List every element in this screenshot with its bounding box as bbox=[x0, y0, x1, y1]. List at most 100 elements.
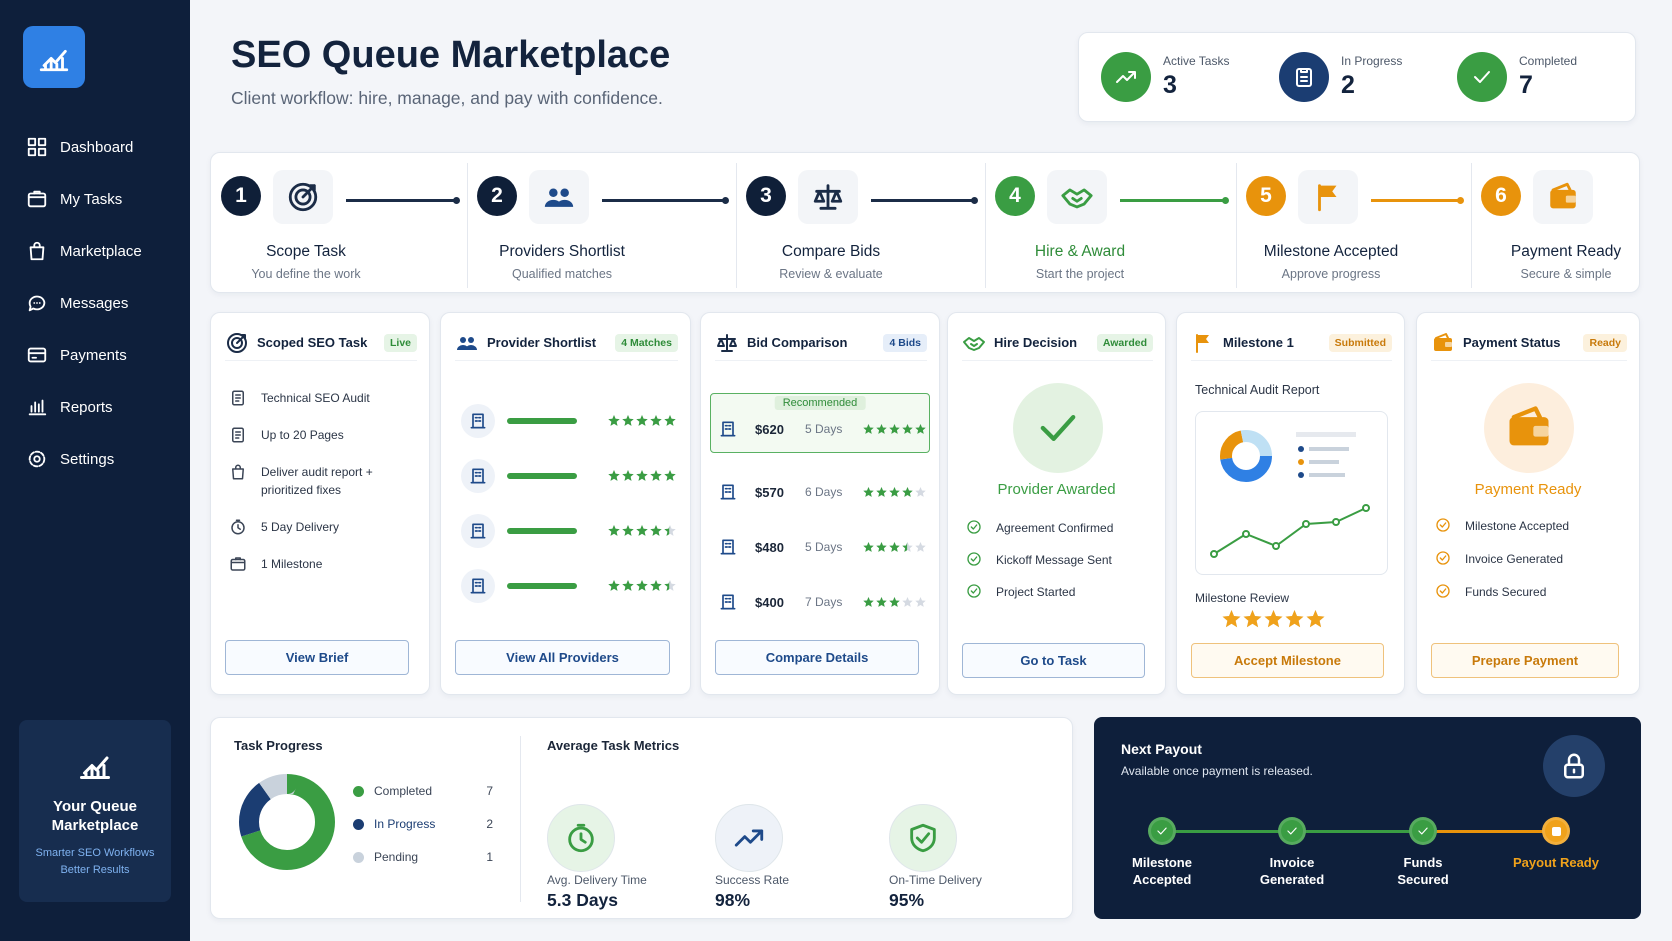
step-number: 3 bbox=[746, 176, 786, 216]
rating-stars bbox=[1222, 610, 1325, 628]
payout-title: Next Payout bbox=[1121, 741, 1202, 757]
bid-days: 5 Days bbox=[805, 422, 843, 436]
provider-bar bbox=[507, 473, 577, 479]
divider bbox=[520, 736, 521, 902]
status-item-text: Invoice Generated bbox=[1465, 552, 1564, 566]
payout-step-label: Invoice Generated bbox=[1259, 855, 1325, 887]
status-badge bbox=[1484, 383, 1574, 473]
icon-box bbox=[230, 557, 246, 571]
progress-panel: Task Progress Completed 7 In Progress 2 Pendi… bbox=[210, 717, 1073, 919]
rating-stars bbox=[608, 470, 676, 481]
step: 2 Providers Shortlist Qualified matches bbox=[467, 153, 736, 294]
rating-stars bbox=[608, 415, 676, 426]
nav-item[interactable]: Marketplace bbox=[26, 235, 142, 267]
badge: Submitted bbox=[1328, 333, 1392, 352]
step-divider bbox=[1471, 163, 1472, 288]
status-text: Payment Ready bbox=[1474, 481, 1582, 498]
nav-item[interactable]: My Tasks bbox=[26, 183, 122, 215]
card-header: Milestone 1 Submitted bbox=[1191, 331, 1392, 361]
rating-fill bbox=[863, 541, 908, 552]
payout-panel: Next Payout Available once payment is rel… bbox=[1094, 717, 1641, 919]
bidder-icon bbox=[711, 412, 745, 446]
card-button[interactable]: Prepare Payment bbox=[1431, 643, 1619, 678]
provider-avatar bbox=[461, 459, 495, 493]
step-divider bbox=[1236, 163, 1237, 288]
step-connector bbox=[1120, 197, 1229, 204]
nav-label: My Tasks bbox=[60, 190, 123, 208]
recommended-tag: Recommended bbox=[774, 396, 866, 410]
nav-item[interactable]: Settings bbox=[26, 443, 114, 475]
stat-label: In Progress bbox=[1341, 54, 1403, 68]
card-shortlist: Provider Shortlist 4 Matches View All Prov… bbox=[440, 312, 691, 695]
rating-fill bbox=[608, 470, 676, 481]
card-button[interactable]: Go to Task bbox=[962, 643, 1145, 678]
nav-item[interactable]: Dashboard bbox=[26, 131, 133, 163]
task-item-text: 5 Day Delivery bbox=[261, 520, 340, 534]
icon-tick bbox=[1040, 415, 1075, 441]
nav-label: Messages bbox=[60, 294, 129, 312]
stat-icon bbox=[1279, 52, 1329, 102]
workflow-steps: 1 Scope Task You define the work 2 Providers… bbox=[210, 152, 1640, 293]
icon-box bbox=[27, 190, 47, 208]
nav-item[interactable]: Reports bbox=[26, 391, 113, 423]
nav-item[interactable]: Payments bbox=[26, 339, 127, 371]
bid-days: 6 Days bbox=[805, 485, 843, 499]
report-graphic bbox=[1210, 430, 1370, 558]
step-icon bbox=[1533, 170, 1593, 224]
payout-dot bbox=[1542, 817, 1570, 845]
card-button[interactable]: View All Providers bbox=[455, 640, 670, 675]
progress-title: Task Progress bbox=[234, 738, 323, 753]
step-icon bbox=[1298, 170, 1358, 224]
legend-value: 2 bbox=[486, 817, 493, 831]
icon-wallet bbox=[1509, 406, 1549, 446]
deliverable: Technical Audit Report bbox=[1195, 383, 1320, 397]
icon-card bbox=[27, 347, 47, 363]
task-item: 1 Milestone bbox=[229, 555, 413, 573]
step-connector bbox=[346, 197, 460, 204]
step-divider bbox=[985, 163, 986, 288]
card-payment: Payment Status Ready Payment Ready Mileston… bbox=[1416, 312, 1640, 695]
legend-label: In Progress bbox=[374, 817, 436, 831]
icon-check bbox=[1436, 551, 1450, 565]
step-title: Payment Ready bbox=[1510, 243, 1622, 260]
card-button[interactable]: Accept Milestone bbox=[1191, 643, 1384, 678]
card-title: Bid Comparison bbox=[747, 335, 848, 350]
nav-item[interactable]: Messages bbox=[26, 287, 128, 319]
recommended-box: Recommended bbox=[710, 393, 930, 453]
lock-icon bbox=[1543, 735, 1605, 797]
legend-item: In Progress 2 bbox=[353, 817, 493, 831]
task-item: 5 Day Delivery bbox=[229, 518, 413, 536]
metric-label: Avg. Delivery Time bbox=[547, 873, 647, 887]
task-item-text: Up to 20 Pages bbox=[261, 428, 344, 442]
legend-label: Pending bbox=[374, 850, 419, 864]
icon-tick bbox=[1418, 827, 1428, 835]
icon-lock bbox=[1564, 753, 1584, 779]
step: 4 Hire & Award Start the project bbox=[985, 153, 1236, 294]
provider-row bbox=[461, 403, 676, 439]
payout-step: Funds Secured bbox=[1368, 817, 1478, 888]
icon-scale bbox=[813, 184, 843, 210]
metric-icon bbox=[889, 804, 957, 872]
icon-scale bbox=[717, 333, 737, 352]
rating-fill bbox=[863, 596, 900, 607]
rating-stars bbox=[608, 525, 676, 536]
icon-hand bbox=[1061, 188, 1093, 209]
task-item-text: Technical SEO Audit bbox=[261, 391, 370, 405]
status-item-text: Funds Secured bbox=[1465, 585, 1547, 599]
legend-value: 1 bbox=[486, 850, 493, 864]
step-caption: Review & evaluate bbox=[779, 267, 883, 281]
provider-avatar bbox=[461, 514, 495, 548]
card-button[interactable]: View Brief bbox=[225, 640, 409, 675]
card-button[interactable]: Compare Details bbox=[715, 640, 919, 675]
nav-label: Dashboard bbox=[60, 138, 134, 156]
provider-avatar bbox=[461, 404, 495, 438]
legend-dot bbox=[353, 818, 364, 830]
bid-price: $570 bbox=[755, 484, 784, 500]
card-header: Payment Status Ready bbox=[1431, 331, 1627, 361]
icon-clock bbox=[231, 519, 245, 535]
payout-step: Milestone Accepted bbox=[1107, 817, 1217, 888]
review-stars-wrap bbox=[1222, 610, 1325, 634]
promo-box: Your Queue Marketplace Smarter SEO Workfl… bbox=[19, 720, 171, 902]
stat: Completed 7 bbox=[1457, 52, 1635, 102]
